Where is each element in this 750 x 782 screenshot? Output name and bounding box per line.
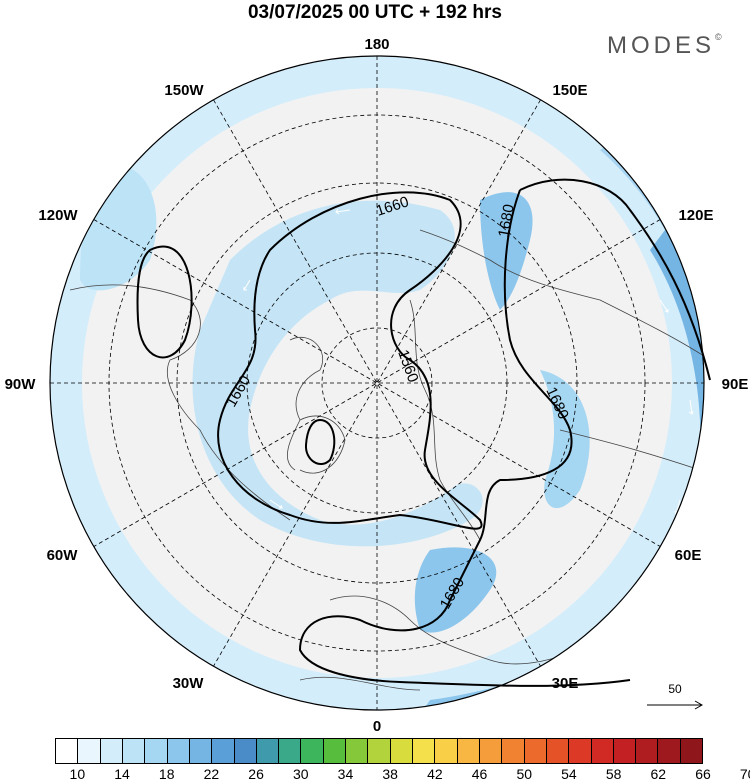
wind-vector <box>659 299 669 313</box>
colorbar-swatch <box>390 739 413 763</box>
colorbar-swatch <box>212 739 235 763</box>
globe-disc <box>50 56 704 710</box>
lon-label-120w: 120W <box>38 207 78 224</box>
lon-label-120e: 120E <box>678 207 713 224</box>
brand-name: MODES <box>607 32 716 59</box>
contour-label: 1680 <box>495 203 518 239</box>
wind-vector <box>335 208 351 215</box>
colorbar-tick-label: 62 <box>650 766 667 782</box>
colorbar-swatch <box>145 739 168 763</box>
colorbar-swatch <box>435 739 458 763</box>
graticule <box>50 56 704 710</box>
reference-vector: 50 <box>645 680 705 710</box>
wind-vector <box>269 499 283 509</box>
lon-label-90e: 90E <box>722 376 749 393</box>
coast-greenland <box>299 415 346 474</box>
lon-label-30e: 30E <box>552 675 579 692</box>
contour-line <box>298 189 631 687</box>
colorbar-tick-label: 38 <box>382 766 398 782</box>
map-title: 03/07/2025 00 UTC + 192 hrs <box>247 2 503 23</box>
colorbar-ticks: 10 14 18 22 26 30 34 38 42 46 50 54 58 62 66 70 <box>55 766 750 782</box>
colorbar-swatch <box>413 739 436 763</box>
lon-label-150w: 150W <box>164 82 204 99</box>
colorbar-swatch <box>256 739 280 763</box>
colorbar <box>55 738 703 764</box>
colorbar-tick-label: 18 <box>158 766 175 782</box>
colorbar-swatch <box>569 739 592 763</box>
colorbar-swatch <box>546 739 570 763</box>
polar-map: 1660 1680 1560 1660 1680 1680 180 150E 1… <box>5 36 749 735</box>
copyright-mark: © <box>715 32 722 42</box>
colorbar-swatch <box>56 739 79 763</box>
contour-line <box>519 178 711 381</box>
lon-label-150e: 150E <box>552 82 587 99</box>
wind-vector <box>688 399 694 415</box>
colorbar-swatch <box>301 739 324 763</box>
colorbar-swatch <box>167 739 190 763</box>
coast-mediterranean <box>329 595 601 665</box>
colorbar-tick-label: 34 <box>337 766 354 782</box>
brand-logo: MODES© <box>607 32 722 60</box>
colorbar-tick-label: 46 <box>471 766 488 782</box>
globe-outline <box>49 55 705 711</box>
colorbar-swatch <box>591 739 614 763</box>
coast-asia-interior <box>559 429 701 471</box>
colorbar-swatch <box>122 739 146 763</box>
colorbar-swatch <box>279 739 302 763</box>
colorbar-swatch <box>457 739 480 763</box>
contour-line <box>304 418 336 465</box>
longitude-labels: 180 150E 120E 90E 60E 30E 0 30W 60W 90W … <box>5 36 749 735</box>
colorbar-tick-label: 50 <box>516 766 533 782</box>
lon-label-0: 0 <box>373 718 381 735</box>
colorbar-tick-label: 70 <box>739 766 750 782</box>
colorbar-swatch <box>234 739 257 763</box>
colorbar-swatch <box>658 739 681 763</box>
lon-label-60e: 60E <box>675 547 702 564</box>
wind-vector <box>243 279 251 291</box>
colorbar-swatch <box>613 739 637 763</box>
colorbar-swatch <box>368 739 391 763</box>
coast-siberia <box>419 229 704 361</box>
coast-africa <box>299 676 421 691</box>
lon-label-180: 180 <box>364 36 389 53</box>
colorbar-swatch <box>189 739 213 763</box>
colorbar-swatch <box>78 739 101 763</box>
colorbar-tick-label: 22 <box>203 766 220 782</box>
colorbar-swatch <box>524 739 547 763</box>
colorbar-tick-label: 42 <box>427 766 443 782</box>
colorbar-tick-label: 54 <box>561 766 577 782</box>
lon-label-90w: 90W <box>5 376 37 393</box>
colorbar-swatch <box>323 739 347 763</box>
coast-canadian-arctic <box>286 337 323 471</box>
colorbar-tick-label: 10 <box>69 766 86 782</box>
contours <box>136 178 711 687</box>
lon-label-60w: 60W <box>47 547 79 564</box>
reference-vector-label: 50 <box>668 682 682 696</box>
reference-arrow-icon <box>647 700 704 710</box>
contour-line <box>136 245 193 359</box>
colorbar-swatch <box>636 739 659 763</box>
wind-vector <box>629 599 641 611</box>
colorbar-swatch <box>479 739 503 763</box>
colorbar-tick-label: 14 <box>114 766 130 782</box>
lon-label-30w: 30W <box>173 675 205 692</box>
colorbar-tick-label: 26 <box>248 766 264 782</box>
colorbar-swatch <box>346 739 369 763</box>
colorbar-tick-label: 66 <box>695 766 711 782</box>
colorbar-tick-label: 30 <box>292 766 309 782</box>
colorbar-swatch <box>100 739 123 763</box>
colorbar-swatch <box>502 739 525 763</box>
colorbar-swatch <box>680 739 703 763</box>
wind-band-vortex <box>192 200 483 547</box>
colorbar-tick-label: 58 <box>605 766 622 782</box>
wind-band-asia <box>540 370 590 509</box>
contour-line <box>217 191 483 530</box>
